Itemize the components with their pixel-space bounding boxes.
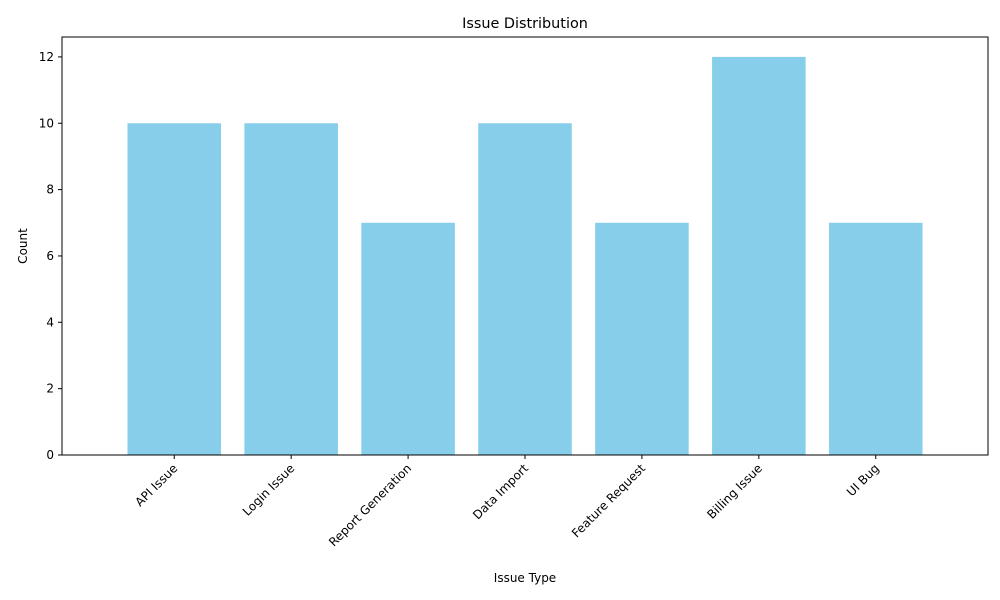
bar-login-issue [244,123,338,455]
x-axis-label: Issue Type [494,571,556,585]
y-tick-label: 0 [46,448,54,462]
chart-title: Issue Distribution [462,16,588,32]
bar-data-import [478,123,572,455]
y-tick-label: 10 [39,116,54,130]
y-tick-label: 8 [46,183,54,197]
y-tick-label: 4 [46,315,54,329]
bar-feature-request [595,222,689,455]
bars-group [127,56,923,456]
y-tick-label: 2 [46,382,54,396]
y-tick-label: 12 [39,50,54,64]
bar-api-issue [127,123,222,455]
bar-ui-bug [828,222,923,455]
bar-billing-issue [712,56,806,456]
y-tick-label: 6 [46,249,54,263]
bar-report-generation [361,222,455,455]
y-axis-label: Count [16,228,30,264]
